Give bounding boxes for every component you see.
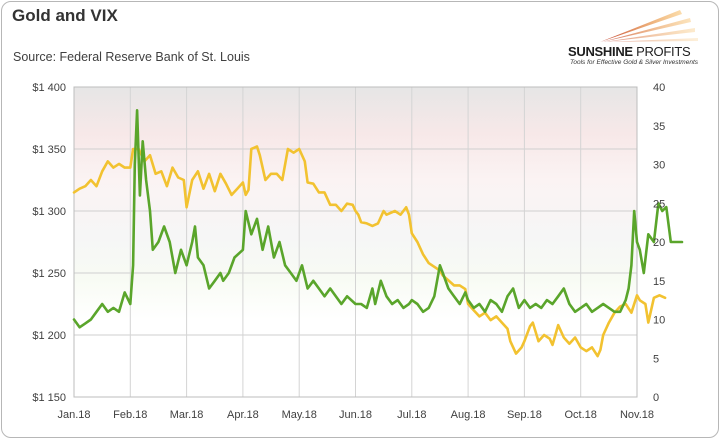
chart-title: Gold and VIX [12, 6, 118, 25]
left-tick-label: $1 150 [32, 392, 66, 404]
right-tick-label: 0 [653, 392, 659, 404]
left-tick-label: $1 200 [32, 330, 66, 342]
right-tick-label: 25 [653, 198, 665, 210]
left-tick-label: $1 400 [32, 82, 66, 94]
chart-source: Source: Federal Reserve Bank of St. Loui… [13, 50, 250, 64]
right-tick-label: 30 [653, 160, 665, 172]
x-tick-label: Jul.18 [397, 409, 426, 421]
x-tick-label: May.18 [282, 409, 317, 421]
logo-brand: SUNSHINE PROFITS [568, 44, 691, 59]
x-tick-label: Oct.18 [564, 409, 596, 421]
left-tick-label: $1 300 [32, 206, 66, 218]
series-layer [72, 109, 684, 358]
right-tick-label: 20 [653, 237, 665, 249]
logo-tagline: Tools for Effective Gold & Silver Invest… [570, 59, 699, 66]
left-tick-label: $1 250 [32, 268, 66, 280]
right-tick-label: 40 [653, 82, 665, 94]
right-tick-label: 15 [653, 276, 665, 288]
right-tick-label: 10 [653, 315, 665, 327]
x-tick-label: Sep.18 [507, 409, 542, 421]
x-tick-label: Jun.18 [339, 409, 372, 421]
x-tick-label: Nov.18 [620, 409, 654, 421]
right-tick-label: 35 [653, 121, 665, 133]
vix-series-line [72, 109, 684, 329]
left-axis: $1 150 $1 200 $1 250 $1 300 $1 350 $1 400 [32, 82, 66, 404]
right-axis: 0 5 10 15 20 25 30 35 40 [653, 82, 665, 404]
sunshine-profits-logo [600, 10, 698, 42]
x-tick-label: Jan.18 [57, 409, 90, 421]
x-axis: Jan.18 Feb.18 Mar.18 Apr.18 May.18 Jun.18 Jul.… [57, 409, 654, 421]
gold-series-line [72, 145, 667, 358]
x-tick-label: Mar.18 [170, 409, 204, 421]
x-tick-label: Apr.18 [227, 409, 259, 421]
left-tick-label: $1 350 [32, 144, 66, 156]
grid-lines [73, 86, 638, 398]
right-tick-label: 5 [653, 353, 659, 365]
x-tick-label: Aug.18 [451, 409, 486, 421]
x-tick-label: Feb.18 [113, 409, 147, 421]
